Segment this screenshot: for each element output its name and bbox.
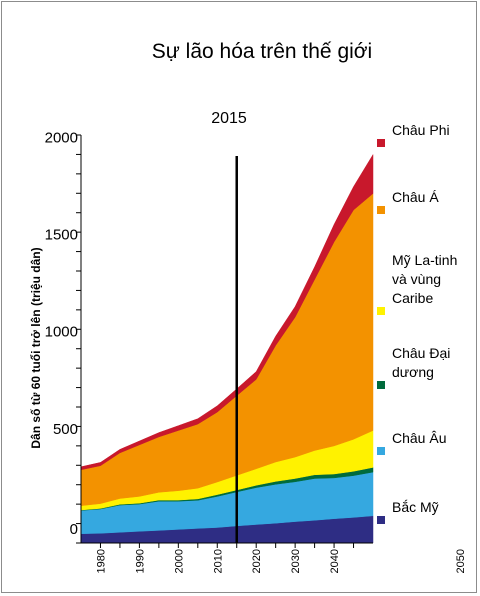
legend-swatch — [377, 447, 385, 455]
legend-item-bac-my: Bắc Mỹ — [377, 499, 439, 524]
x-tick-label: 2050 — [455, 549, 467, 573]
legend-swatch — [377, 381, 385, 389]
legend-swatch — [377, 516, 385, 524]
legend-label: Bắc Mỹ — [392, 499, 439, 515]
marker-label: 2015 — [211, 110, 247, 127]
legend-swatch — [377, 206, 385, 214]
x-tick-label: 2040 — [329, 549, 341, 573]
y-tick-label: 0 — [70, 521, 78, 538]
axes: 0 500 1000 1500 2000 1980 1990 2000 2010 2020 2030… — [45, 129, 467, 573]
area-chau-phi — [80, 153, 374, 471]
legend-label: Châu Phi — [392, 122, 450, 138]
legend-label: Châu Á — [392, 189, 439, 205]
y-tick-label: 500 — [53, 421, 78, 438]
x-tick-label: 1980 — [96, 549, 108, 573]
legend-label: Châu Âu — [392, 430, 446, 446]
legend-item-chau-dai-duong: Châu Đại dương — [377, 345, 450, 389]
legend-swatch — [377, 139, 385, 147]
y-tick-label: 1000 — [45, 324, 78, 341]
legend-item-chau-a: Châu Á — [377, 189, 439, 214]
y-tick-label: 1500 — [45, 227, 78, 244]
x-tick-label: 2030 — [290, 549, 302, 573]
legend-label: và vùng — [392, 271, 441, 287]
chart-title: Sự lão hóa trên thế giới — [152, 40, 372, 63]
x-tick-label: 2010 — [212, 549, 224, 573]
legend-label: Mỹ La-tinh — [392, 252, 457, 268]
legend: Châu Phi Châu Á Mỹ La-tinh và vùng Caribe Châ… — [377, 122, 457, 524]
y-tick-label: 2000 — [45, 129, 78, 146]
x-tick-label: 2000 — [173, 549, 185, 573]
legend-label: Caribe — [392, 290, 433, 306]
y-axis-label: Dân số từ 60 tuổi trở lên (triệu dân) — [29, 247, 43, 448]
legend-item-chau-au: Châu Âu — [377, 430, 446, 455]
legend-swatch — [377, 307, 385, 315]
legend-label: Châu Đại — [392, 345, 450, 361]
x-tick-label: 2020 — [251, 549, 263, 573]
legend-item-chau-phi: Châu Phi — [377, 122, 450, 147]
x-tick-label: 1990 — [134, 549, 146, 573]
area-layers — [80, 153, 374, 544]
legend-item-my-la-tinh-va-vung-caribe: Mỹ La-tinh và vùng Caribe — [377, 252, 457, 315]
legend-label: dương — [392, 364, 434, 380]
